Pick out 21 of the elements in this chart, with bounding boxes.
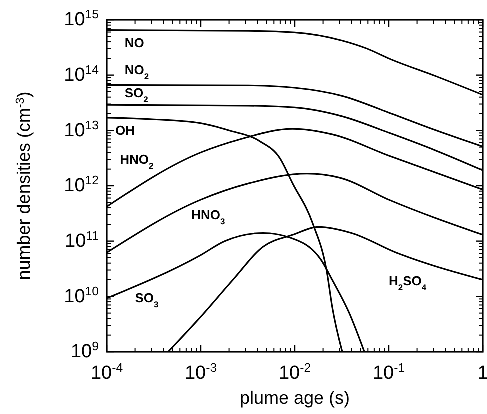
y-tick-label: 10$^{10}$ xyxy=(64,284,100,308)
series-label: SO$_{2}$ xyxy=(124,86,149,105)
x-tick-label: 1 xyxy=(478,363,487,384)
y-tick-label: 10$^{9}$ xyxy=(70,340,100,363)
x-tick-label: 10$^{-2}$ xyxy=(278,361,312,384)
series-label: HNO$_{2}$ xyxy=(120,152,154,171)
legend-label: NO xyxy=(124,36,144,51)
y-tick-label: 10$^{15}$ xyxy=(64,8,100,31)
x-axis-title: plume age (s) xyxy=(240,388,350,408)
series-label: OH xyxy=(115,123,135,138)
y-tick-label: 10$^{11}$ xyxy=(65,228,100,252)
series-label: SO$_{3}$ xyxy=(135,290,159,310)
x-tick-label: 10$^{-4}$ xyxy=(90,361,124,384)
y-tick-label: 10$^{13}$ xyxy=(64,118,100,142)
series-label: H$_{2}$SO$_{4}$ xyxy=(389,274,427,293)
x-tick-label: 10$^{-3}$ xyxy=(184,361,218,384)
y-tick-label: 10$^{12}$ xyxy=(64,174,100,197)
series-label: NO$_{2}$ xyxy=(124,62,150,82)
y-tick-label: 10$^{14}$ xyxy=(64,62,100,86)
x-tick-label: 10$^{-1}$ xyxy=(372,361,406,384)
series-label: HNO$_{3}$ xyxy=(192,207,226,226)
